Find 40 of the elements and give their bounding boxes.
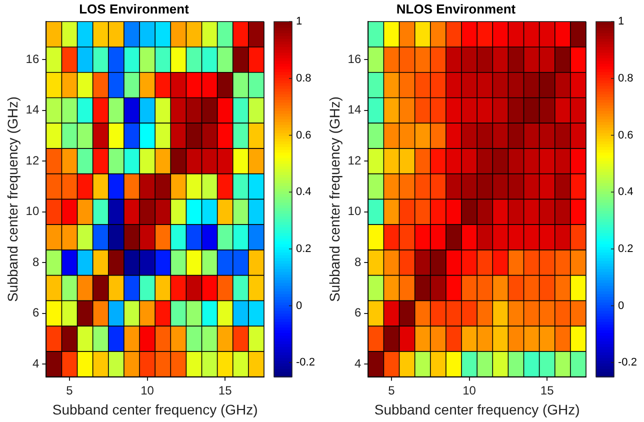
x-tick-label: 5	[66, 383, 74, 398]
y-tick-label: 16	[348, 52, 362, 66]
x-axis-title: Subband center frequency (GHz)	[52, 401, 258, 418]
color-bar-label: 1	[296, 16, 302, 28]
color-bar-label: 0.4	[296, 186, 312, 198]
x-tick-label: 10	[140, 383, 154, 398]
y-tick-label: 10	[26, 204, 40, 218]
y-axis-title: Subband center frequency (GHz)	[4, 96, 20, 302]
y-tick-label: 14	[348, 102, 362, 117]
color-bar-label: 0.8	[618, 72, 634, 84]
y-tick-label: 12	[26, 153, 40, 168]
y-tick-label: 14	[26, 102, 40, 117]
y-tick-label: 12	[348, 153, 362, 168]
color-bar-label: 0.6	[296, 129, 312, 142]
y-tick-label: 10	[348, 204, 362, 218]
color-bar-label: 0.6	[618, 129, 634, 142]
y-tick-label: 8	[354, 254, 362, 269]
x-tick-label: 5	[388, 383, 396, 398]
x-axis-title: Subband center frequency (GHz)	[374, 401, 580, 418]
color-bar-label: 0.8	[296, 72, 312, 84]
y-tick-label: 4	[354, 356, 362, 370]
x-tick-label: 15	[218, 383, 232, 398]
y-tick-label: 6	[354, 306, 362, 320]
y-tick-label: 8	[32, 254, 40, 269]
color-bar-label: 0.2	[618, 242, 634, 255]
color-bar-label: 0.2	[296, 242, 312, 255]
color-bar-label: 0.4	[618, 186, 634, 198]
chart-title: LOS Environment	[79, 1, 190, 16]
color-bar-label: 0	[618, 300, 624, 312]
color-bar-label: 1	[618, 16, 624, 28]
color-bar-label: 0	[296, 300, 302, 312]
color-bar-label: -0.2	[296, 356, 315, 369]
color-bar-label: -0.2	[618, 356, 637, 369]
x-tick-label: 15	[540, 383, 554, 398]
chart-title: NLOS Environment	[396, 1, 516, 16]
y-tick-label: 16	[26, 52, 40, 66]
y-axis-title: Subband center frequency (GHz)	[326, 96, 342, 302]
x-tick-label: 10	[462, 383, 476, 398]
y-tick-label: 6	[32, 306, 40, 320]
y-tick-label: 4	[32, 356, 40, 370]
